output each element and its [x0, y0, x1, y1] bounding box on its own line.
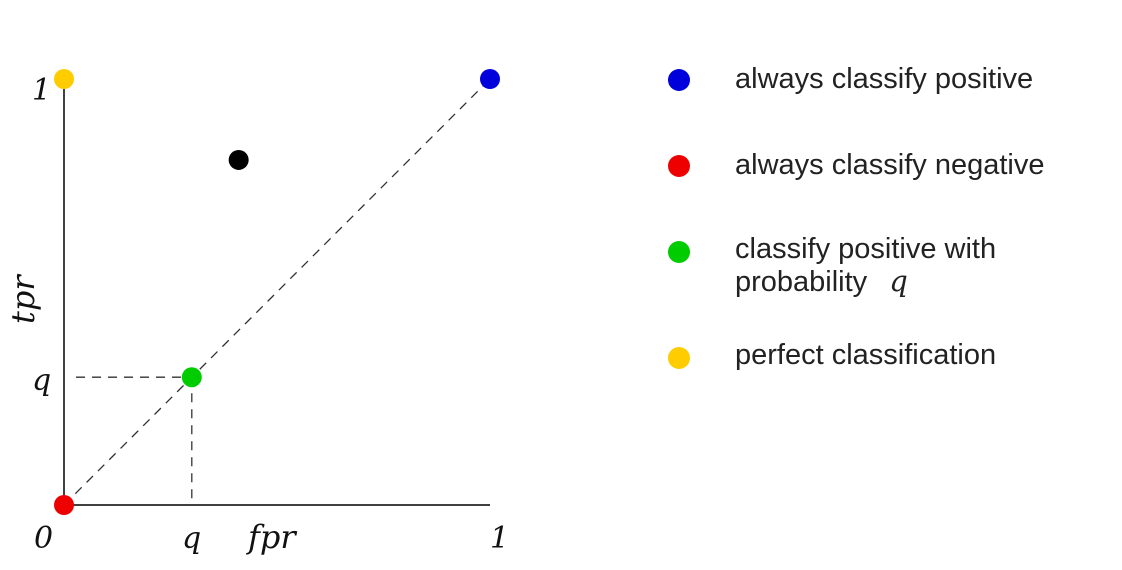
y-axis-label: tpr	[4, 274, 42, 324]
legend-label-probability: probability	[735, 266, 868, 298]
x-tick-q: q	[182, 521, 201, 556]
y-tick-q: q	[32, 363, 51, 398]
roc-diagram: 0 q 1 1 q fpr tpr	[4, 69, 509, 556]
green-dot-icon	[668, 241, 690, 263]
x-axis-label: fpr	[246, 518, 297, 556]
point-example-classifier	[228, 149, 249, 170]
yellow-dot-icon	[668, 347, 690, 369]
legend-label-q: q	[889, 264, 908, 298]
point-always-classify-negative	[54, 495, 74, 515]
diagonal-dashed-line	[63, 78, 491, 506]
point-perfect-classification	[54, 69, 74, 89]
point-classify-positive-with-probability-q	[181, 367, 202, 388]
legend-label-line1: classify positive with	[735, 233, 997, 265]
blue-dot-icon	[668, 69, 690, 91]
legend-label: perfect classification	[735, 339, 997, 371]
red-dot-icon	[668, 155, 690, 177]
point-always-classify-positive	[480, 69, 500, 89]
x-tick-max: 1	[490, 521, 509, 556]
points-layer	[54, 69, 500, 515]
y-tick-max: 1	[32, 73, 51, 108]
legend-label-line2: probability q	[735, 265, 908, 299]
legend-label: always classify negative	[735, 149, 1045, 181]
legend-label: always classify positive	[735, 63, 1034, 95]
x-tick-origin: 0	[34, 521, 53, 556]
